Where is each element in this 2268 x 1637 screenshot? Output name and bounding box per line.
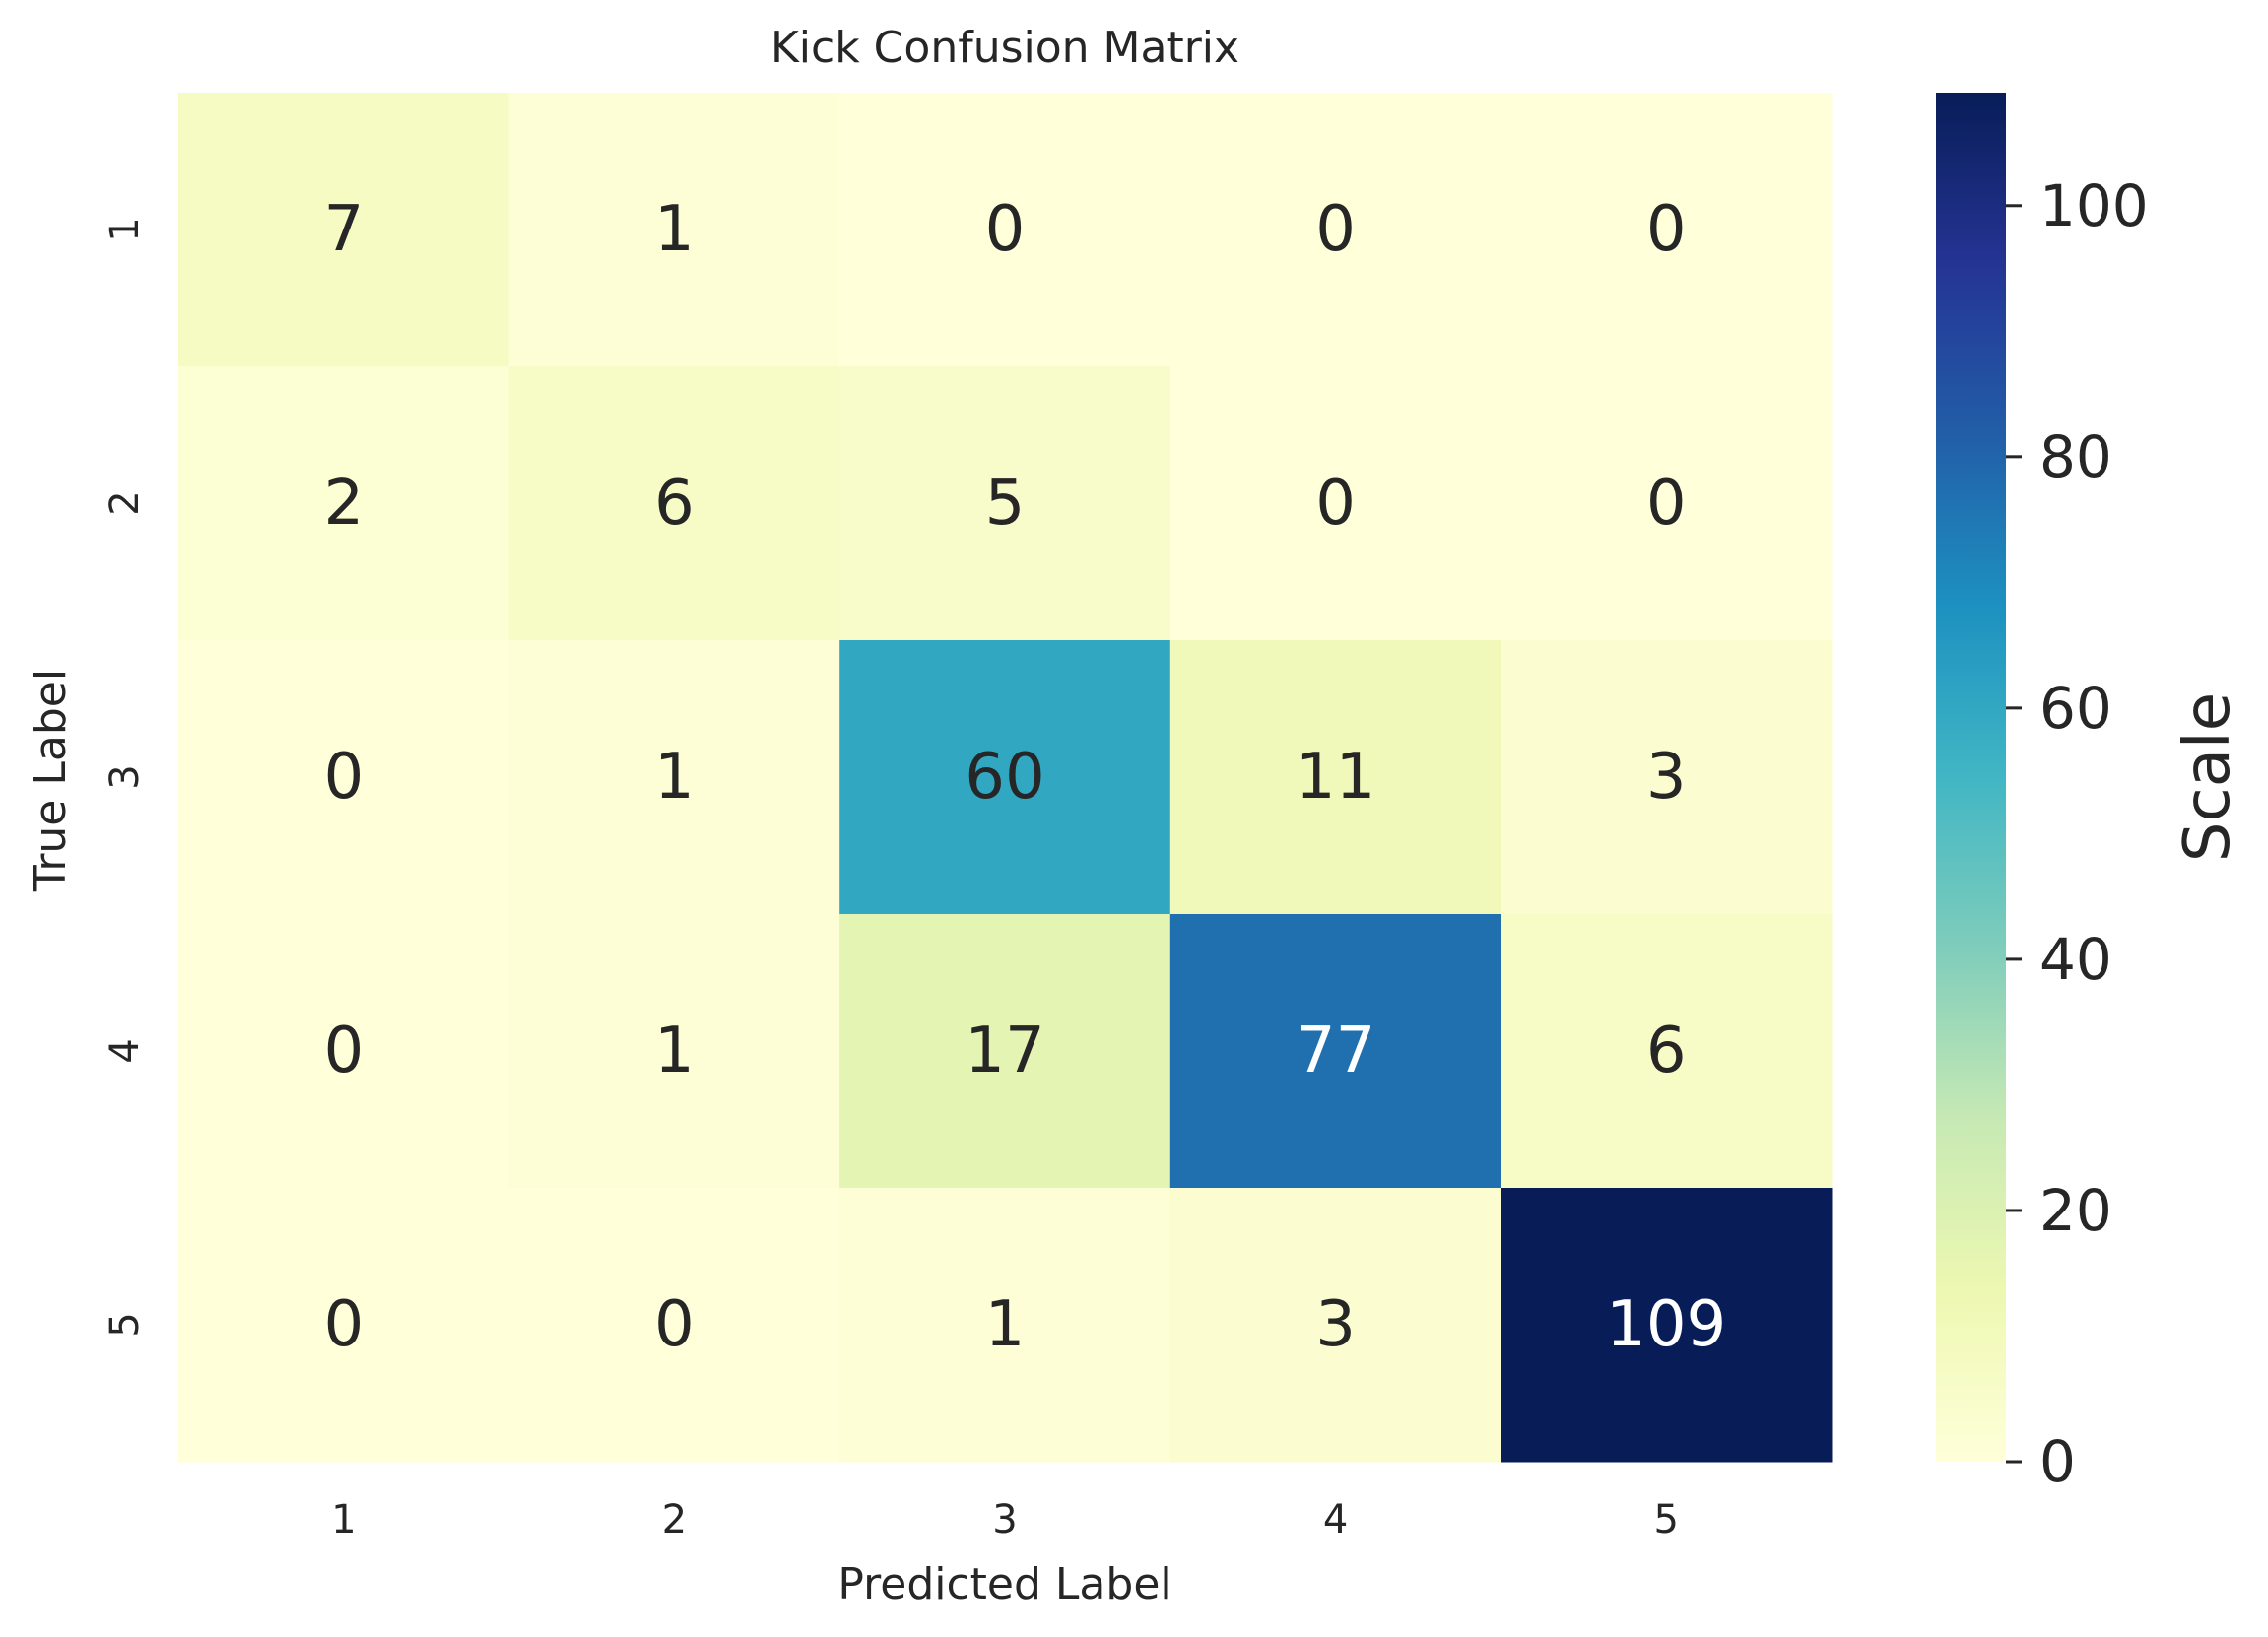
heatmap-cell	[178, 1188, 510, 1463]
cell-value-label: 77	[1296, 1015, 1375, 1087]
colorbar-ticks: 0 20 40 60 80 100	[2006, 172, 2149, 1495]
heatmap-cell	[1501, 1188, 1833, 1463]
cell-value-label: 1	[654, 1015, 695, 1087]
cell-value-label: 17	[965, 1015, 1044, 1087]
heatmap-cell	[178, 914, 510, 1189]
heatmap-cell	[1501, 640, 1833, 915]
heatmap-annotations: 7 1 0 0 02 6 5 0 00 1 60 11 30 1 17 77 60 0 1 3 109	[323, 193, 1726, 1361]
cell-value-label: 3	[1646, 741, 1687, 814]
colorbar-tick-label: 40	[2039, 926, 2112, 993]
heatmap-cell	[1501, 366, 1833, 641]
heatmap-cell	[508, 640, 840, 915]
heatmap-cell	[178, 640, 510, 915]
heatmap-cell	[839, 640, 1171, 915]
cell-value-label: 0	[323, 741, 364, 814]
colorbar-tick-label: 20	[2039, 1177, 2112, 1244]
y-tick-label: 3	[102, 764, 148, 789]
heatmap-cell	[1169, 366, 1501, 641]
colorbar-tick-label: 0	[2039, 1428, 2076, 1495]
heatmap-cell	[839, 366, 1171, 641]
cell-value-label: 3	[1315, 1288, 1356, 1361]
heatmap-cell	[839, 1188, 1171, 1463]
cell-value-label: 60	[965, 741, 1044, 814]
x-tick-label: 1	[331, 1497, 356, 1542]
cell-value-label: 1	[985, 1288, 1026, 1361]
heatmap-cell	[1169, 914, 1501, 1189]
cell-value-label: 0	[654, 1288, 695, 1361]
cell-value-label: 1	[654, 741, 695, 814]
cell-value-label: 0	[1315, 467, 1356, 540]
cell-value-label: 109	[1606, 1288, 1726, 1361]
heatmap-cell	[508, 93, 840, 367]
cell-value-label: 0	[1315, 193, 1356, 266]
y-tick-label: 5	[102, 1312, 148, 1337]
heatmap-cell	[178, 366, 510, 641]
cell-value-label: 1	[654, 193, 695, 266]
x-tick-label: 5	[1653, 1497, 1678, 1542]
cell-value-label: 0	[1646, 467, 1687, 540]
cell-value-label: 0	[985, 193, 1026, 266]
heatmap-cell	[508, 1188, 840, 1463]
colorbar-label: Scale	[2171, 692, 2244, 862]
heatmap-cells	[178, 93, 1833, 1463]
heatmap-cell	[839, 914, 1171, 1189]
x-tick-labels: 1 2 3 4 5	[331, 1497, 1679, 1542]
cell-value-label: 0	[1646, 193, 1687, 266]
y-tick-label: 2	[102, 491, 148, 515]
colorbar-tick-label: 80	[2039, 424, 2112, 491]
x-tick-label: 2	[662, 1497, 687, 1542]
colorbar	[1936, 93, 2006, 1462]
cell-value-label: 6	[1646, 1015, 1687, 1087]
heatmap-cell	[508, 366, 840, 641]
chart-title: Kick Confusion Matrix	[770, 23, 1239, 73]
y-tick-label: 1	[102, 217, 148, 241]
x-axis-label: Predicted Label	[837, 1559, 1171, 1609]
x-tick-label: 3	[992, 1497, 1017, 1542]
cell-value-label: 7	[323, 193, 364, 266]
heatmap-cell	[839, 93, 1171, 367]
cell-value-label: 0	[323, 1288, 364, 1361]
y-tick-label: 4	[102, 1038, 148, 1063]
cell-value-label: 11	[1296, 741, 1375, 814]
heatmap-cell	[1501, 93, 1833, 367]
heatmap-cell	[1501, 914, 1833, 1189]
heatmap-cell	[1169, 640, 1501, 915]
y-axis-label: True Label	[26, 669, 76, 892]
heatmap-cell	[1169, 1188, 1501, 1463]
cell-value-label: 6	[654, 467, 695, 540]
heatmap-cell	[508, 914, 840, 1189]
heatmap-cell	[1169, 93, 1501, 367]
heatmap-cell	[178, 93, 510, 367]
y-tick-labels: 1 2 3 4 5	[102, 217, 148, 1337]
cell-value-label: 2	[323, 467, 364, 540]
colorbar-tick-label: 60	[2039, 675, 2112, 742]
cell-value-label: 5	[985, 467, 1026, 540]
cell-value-label: 0	[323, 1015, 364, 1087]
x-tick-label: 4	[1323, 1497, 1348, 1542]
colorbar-tick-label: 100	[2039, 172, 2149, 239]
